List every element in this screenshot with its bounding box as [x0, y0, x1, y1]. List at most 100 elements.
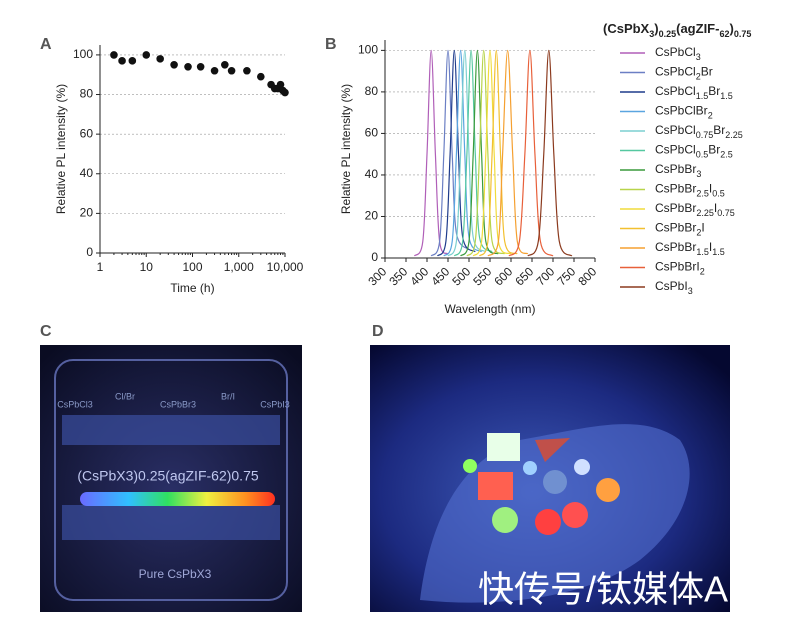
legend-entry: CsPbCl0.5Br2.5 — [655, 143, 733, 160]
legend-entry: CsPbBr2I — [655, 221, 705, 238]
x-tick-label: 10,000 — [267, 260, 304, 274]
photo-bg — [40, 345, 302, 612]
y-tick-label: 100 — [73, 47, 93, 61]
sample — [523, 461, 537, 475]
spectrum-line — [527, 49, 573, 257]
legend-entry: CsPbCl3 — [655, 45, 701, 62]
x-tick-label: 450 — [428, 264, 452, 288]
spectrum-line — [447, 49, 487, 257]
tray — [54, 359, 288, 601]
point — [227, 66, 236, 75]
x-tick-label: 800 — [575, 264, 599, 288]
x-tick-label: 100 — [182, 260, 202, 274]
y-tick-label: 80 — [365, 84, 379, 98]
sample — [535, 509, 561, 535]
y-axis-label: Relative PL intensity (%) — [54, 84, 68, 214]
spectrum-line — [487, 49, 529, 257]
sample — [487, 433, 520, 461]
y-tick-label: 0 — [371, 250, 378, 264]
y-tick-label: 40 — [80, 166, 94, 180]
label: Br/I — [221, 391, 235, 401]
spectrum-line — [460, 49, 499, 257]
spectrum-line — [453, 49, 493, 257]
sample — [562, 502, 588, 528]
point — [156, 55, 164, 63]
x-tick-label: 650 — [512, 264, 536, 288]
point — [210, 66, 219, 75]
legend-title: (CsPbX3)0.25(agZIF-62)0.75 — [603, 21, 751, 39]
point — [221, 61, 229, 69]
legend-entry: CsPbI3 — [655, 279, 693, 296]
y-tick-label: 60 — [80, 126, 94, 140]
point — [184, 62, 192, 71]
photo-d: 快传号/钛媒体A — [370, 345, 730, 612]
sample — [596, 478, 620, 502]
x-tick-label: 1 — [97, 260, 104, 274]
sample — [574, 459, 590, 475]
spectrum-line — [478, 49, 518, 257]
point — [110, 51, 118, 59]
watermark: 快传号/钛媒体A — [478, 569, 728, 610]
spectrum-line — [472, 49, 512, 257]
spectrum-line — [413, 49, 449, 257]
x-tick-label: 300 — [365, 264, 389, 288]
panel-label: B — [325, 36, 337, 53]
legend-entry: CsPbBr2.5I0.5 — [655, 182, 725, 199]
spectrum-line — [430, 49, 470, 257]
spectrum-line — [436, 49, 476, 257]
label: CsPbCl3 — [57, 399, 93, 409]
legend-entry: CsPbCl0.75Br2.25 — [655, 123, 743, 140]
spectrum-line — [508, 49, 554, 257]
vials-bottom — [62, 505, 280, 540]
x-tick-label: 350 — [386, 264, 410, 288]
y-tick-label: 40 — [365, 167, 379, 181]
vials-top — [62, 415, 280, 445]
sample — [535, 438, 570, 462]
point — [142, 51, 151, 59]
y-tick-label: 0 — [86, 245, 93, 259]
panel-label: D — [372, 323, 384, 340]
x-axis-label: Time (h) — [170, 281, 214, 295]
sample — [543, 470, 567, 494]
pure-label: Pure CsPbX3 — [139, 567, 212, 581]
spectrum-line — [443, 49, 483, 257]
label: Cl/Br — [115, 391, 135, 401]
label: CsPbI3 — [260, 399, 290, 409]
sample — [492, 507, 518, 533]
x-tick-label: 10 — [140, 260, 154, 274]
point — [257, 72, 265, 81]
sample — [463, 459, 477, 473]
point — [196, 62, 205, 71]
legend-entry: CsPbBr1.5I1.5 — [655, 240, 725, 257]
x-tick-label: 750 — [554, 264, 578, 288]
point — [170, 61, 178, 69]
x-tick-label: 600 — [491, 264, 515, 288]
spectrum-line — [466, 49, 506, 257]
y-tick-label: 60 — [365, 126, 379, 140]
x-tick-label: 550 — [470, 264, 494, 288]
legend-entry: CsPbBrI2 — [655, 260, 705, 277]
legend-entry: CsPbClBr2 — [655, 104, 713, 121]
panel-label: C — [40, 323, 52, 340]
point — [118, 57, 126, 65]
x-axis-label: Wavelength (nm) — [445, 302, 536, 316]
x-tick-label: 500 — [449, 264, 473, 288]
y-tick-label: 80 — [80, 87, 94, 101]
glow-row — [80, 492, 275, 506]
x-tick-label: 700 — [533, 264, 557, 288]
point — [243, 66, 251, 75]
x-tick-label: 400 — [407, 264, 431, 288]
composite-label: (CsPbX3)0.25(agZIF-62)0.75 — [77, 468, 259, 484]
panel-label: A — [40, 36, 52, 53]
legend-entry: CsPbBr3 — [655, 162, 701, 179]
point — [128, 57, 137, 65]
legend-entry: CsPbCl1.5Br1.5 — [655, 84, 733, 101]
x-tick-label: 1,000 — [224, 260, 254, 274]
y-tick-label: 20 — [365, 209, 379, 223]
y-tick-label: 20 — [80, 206, 94, 220]
label: CsPbBr3 — [160, 399, 196, 409]
legend-entry: CsPbBr2.25I0.75 — [655, 201, 735, 218]
sample — [478, 472, 513, 500]
point — [276, 80, 285, 89]
